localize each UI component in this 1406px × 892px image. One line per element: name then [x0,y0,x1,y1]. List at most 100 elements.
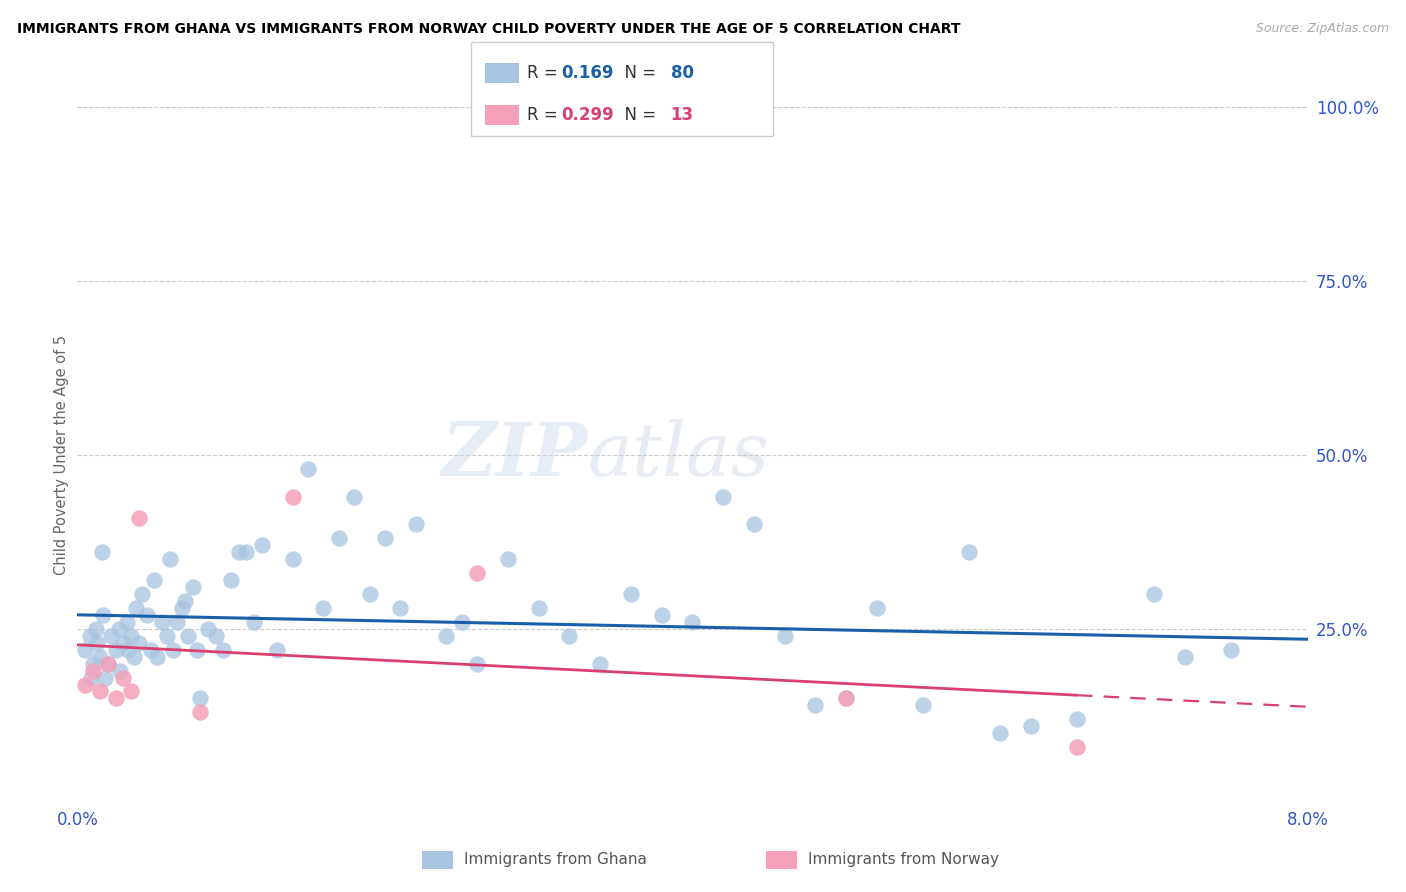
Point [197,622,219,636]
Point [181,580,204,594]
Point [170,601,193,615]
Point [1066,712,1088,726]
Point [159,552,181,566]
Point [150,615,173,629]
Point [188,691,212,706]
Point [328,532,350,546]
Point [82,664,104,678]
Point [204,629,226,643]
Point [93,607,115,622]
Point [82,657,104,671]
Point [682,615,704,629]
Point [496,552,519,566]
Point [177,629,200,643]
Point [465,657,488,671]
Point [94,671,117,685]
Point [146,649,169,664]
Point [243,615,266,629]
Point [835,691,858,706]
Point [73,677,96,691]
Text: N =: N = [614,64,662,82]
Point [450,615,472,629]
Point [711,490,734,504]
Point [405,517,427,532]
Point [374,532,396,546]
Point [112,636,135,650]
Point [188,706,212,720]
Point [742,517,765,532]
Point [117,642,139,657]
Point [97,657,120,671]
Point [155,629,177,643]
Point [89,684,111,698]
Point [389,601,412,615]
Point [108,622,131,636]
Point [73,642,96,657]
Point [122,649,145,664]
Point [104,642,127,657]
Text: atlas: atlas [588,418,770,491]
Point [228,545,250,559]
Point [166,615,188,629]
Point [343,490,366,504]
Point [558,629,581,643]
Text: R =: R = [527,64,564,82]
Text: Immigrants from Ghana: Immigrants from Ghana [464,853,647,867]
Point [219,573,242,587]
Point [527,601,550,615]
Point [212,642,235,657]
Point [174,594,197,608]
Point [135,607,157,622]
Point [115,615,138,629]
Point [912,698,935,713]
Point [773,629,796,643]
Point [97,657,120,671]
Point [589,657,612,671]
Point [835,691,858,706]
Point [436,629,458,643]
Point [465,566,488,581]
Point [120,684,142,698]
Point [125,601,148,615]
Point [128,510,150,524]
Text: Source: ZipAtlas.com: Source: ZipAtlas.com [1256,22,1389,36]
Text: 0.169: 0.169 [561,64,613,82]
Point [235,545,257,559]
Point [120,629,142,643]
Point [866,601,889,615]
Point [957,545,980,559]
Point [266,642,288,657]
Point [104,691,127,706]
Point [281,490,304,504]
Text: 13: 13 [671,106,693,124]
Text: Immigrants from Norway: Immigrants from Norway [808,853,1000,867]
Point [79,629,101,643]
Point [112,671,135,685]
Point [143,573,166,587]
Point [89,649,111,664]
Text: R =: R = [527,106,564,124]
Point [128,636,150,650]
Point [312,601,335,615]
Point [141,642,163,657]
Point [1174,649,1197,664]
Point [131,587,153,601]
Point [1143,587,1166,601]
Point [86,636,108,650]
Point [651,607,673,622]
Point [80,671,103,685]
Point [281,552,304,566]
Point [100,629,122,643]
Point [90,545,114,559]
Point [1066,740,1088,755]
Point [186,642,208,657]
Text: ZIP: ZIP [441,418,588,491]
Point [620,587,643,601]
Point [1019,719,1042,733]
Y-axis label: Child Poverty Under the Age of 5: Child Poverty Under the Age of 5 [53,334,69,575]
Point [84,622,107,636]
Text: IMMIGRANTS FROM GHANA VS IMMIGRANTS FROM NORWAY CHILD POVERTY UNDER THE AGE OF 5: IMMIGRANTS FROM GHANA VS IMMIGRANTS FROM… [17,22,960,37]
Text: N =: N = [614,106,662,124]
Point [250,538,273,552]
Text: 80: 80 [671,64,693,82]
